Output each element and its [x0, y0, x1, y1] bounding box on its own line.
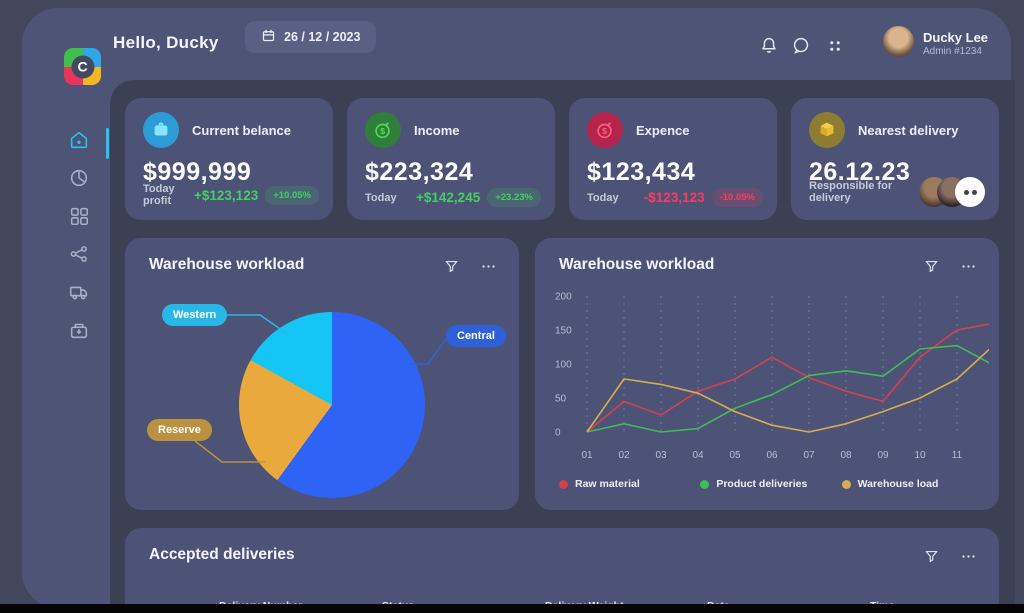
user-name: Ducky Lee — [923, 30, 989, 45]
legend-product-deliveries[interactable]: Product deliveries — [700, 478, 841, 490]
greeting-text: Hello, Ducky — [113, 33, 219, 52]
svg-text:06: 06 — [766, 450, 778, 461]
card-value: $999,999 — [143, 158, 252, 186]
more-options-icon[interactable] — [480, 258, 497, 275]
main-content: Current belance $999,999 Today profit +$… — [110, 80, 1015, 613]
card-income[interactable]: $ Income $223,324 Today +$142,245 +23.23… — [347, 98, 555, 220]
support-chat-icon[interactable] — [790, 35, 812, 57]
user-role: Admin #1234 — [923, 46, 982, 57]
card-title: Nearest delivery — [858, 122, 959, 138]
card-footer-label: Responsible for delivery — [809, 180, 893, 204]
line-chart-panel: Warehouse workload 01 02 03 04 05 06 07 08 09 10 1… — [535, 238, 999, 510]
responsible-avatars — [919, 177, 985, 207]
date-picker[interactable]: 26 / 12 / 2023 — [245, 21, 377, 53]
pie-label-reserve[interactable]: Reserve — [147, 419, 212, 441]
svg-text:50: 50 — [555, 394, 567, 405]
pie-label-western[interactable]: Western — [162, 304, 228, 326]
pie-label-central[interactable]: Central — [446, 325, 506, 347]
calendar-icon — [261, 28, 276, 46]
table-panel-title: Accepted deliveries — [149, 546, 295, 563]
chart-legend: Raw material Product deliveries Warehous… — [559, 478, 983, 490]
card-footer-label: Today — [365, 191, 397, 204]
sidebar-item-logistics[interactable] — [68, 281, 90, 303]
svg-text:150: 150 — [555, 326, 572, 337]
sidebar-active-indicator — [106, 128, 109, 159]
stat-cards-row: Current belance $999,999 Today profit +$… — [125, 98, 999, 220]
sidebar-item-home[interactable] — [68, 129, 90, 151]
card-value: 26.12.23 — [809, 158, 911, 186]
svg-text:04: 04 — [692, 450, 704, 461]
legend-raw-material[interactable]: Raw material — [559, 478, 700, 490]
card-badge: +10.05% — [265, 185, 319, 205]
svg-text:05: 05 — [729, 450, 741, 461]
sidebar-item-apps[interactable] — [68, 205, 90, 227]
svg-text:03: 03 — [655, 450, 667, 461]
pie-chart-panel: Warehouse workload Western Central — [125, 238, 519, 510]
package-icon — [809, 112, 845, 148]
warehouse-line-chart[interactable]: 01 02 03 04 05 06 07 08 09 10 11 200 150 100 50 0 — [553, 290, 989, 468]
more-avatars-button[interactable] — [955, 177, 985, 207]
expense-coin-icon: $ — [587, 112, 623, 148]
line-panel-title: Warehouse workload — [559, 256, 715, 273]
svg-text:01: 01 — [581, 450, 593, 461]
date-value: 26 / 12 / 2023 — [284, 30, 361, 44]
svg-text:11: 11 — [952, 450, 963, 461]
apps-grid-icon[interactable] — [824, 35, 846, 57]
card-footer-label: Today — [587, 191, 619, 204]
card-badge: +23.23% — [487, 188, 541, 207]
user-avatar[interactable] — [883, 26, 914, 57]
svg-text:$: $ — [380, 126, 385, 136]
card-footer-label: Today profit — [143, 183, 175, 207]
svg-text:$: $ — [602, 126, 607, 136]
svg-text:0: 0 — [555, 428, 561, 439]
card-expense[interactable]: $ Expence $123,434 Today -$123,123 -10.0… — [569, 98, 777, 220]
warehouse-pie-chart[interactable] — [239, 312, 425, 498]
logo-letter: C — [71, 55, 94, 78]
svg-text:100: 100 — [555, 360, 572, 371]
legend-warehouse-load[interactable]: Warehouse load — [841, 478, 983, 490]
bottom-black-bar — [0, 604, 1024, 613]
income-coin-icon: $ — [365, 112, 401, 148]
card-current-balance[interactable]: Current belance $999,999 Today profit +$… — [125, 98, 333, 220]
svg-text:09: 09 — [877, 450, 889, 461]
more-options-icon[interactable] — [960, 548, 977, 565]
sidebar-nav — [68, 129, 90, 341]
svg-text:200: 200 — [555, 292, 572, 303]
svg-text:08: 08 — [840, 450, 852, 461]
sidebar-item-network[interactable] — [68, 243, 90, 265]
card-nearest-delivery[interactable]: Nearest delivery 26.12.23 Responsible fo… — [791, 98, 999, 220]
card-badge: -10.05% — [711, 188, 763, 207]
card-change: -$123,123 — [643, 190, 705, 205]
accepted-deliveries-panel: Accepted deliveries Delivery Number Stat… — [125, 528, 999, 613]
card-value: $223,324 — [365, 158, 474, 186]
app-logo[interactable]: C — [64, 48, 101, 85]
sidebar-item-deliveries[interactable] — [68, 319, 90, 341]
card-value: $123,434 — [587, 158, 696, 186]
notifications-bell-icon[interactable] — [758, 35, 780, 57]
pie-panel-title: Warehouse workload — [149, 256, 305, 273]
sidebar-item-analytics[interactable] — [68, 167, 90, 189]
filter-icon[interactable] — [923, 548, 940, 565]
card-title: Expence — [636, 122, 690, 138]
more-options-icon[interactable] — [960, 258, 977, 275]
card-title: Income — [414, 122, 460, 138]
card-change: +$123,123 — [194, 187, 259, 203]
filter-icon[interactable] — [923, 258, 940, 275]
card-change: +$142,245 — [416, 190, 481, 205]
svg-text:10: 10 — [914, 450, 926, 461]
app-window: Hello, Ducky 26 / 12 / 2023 Ducky Lee Ad… — [22, 8, 1015, 613]
filter-icon[interactable] — [443, 258, 460, 275]
card-title: Current belance — [192, 122, 291, 138]
wallet-icon — [143, 112, 179, 148]
svg-text:07: 07 — [803, 450, 815, 461]
svg-text:02: 02 — [618, 450, 630, 461]
